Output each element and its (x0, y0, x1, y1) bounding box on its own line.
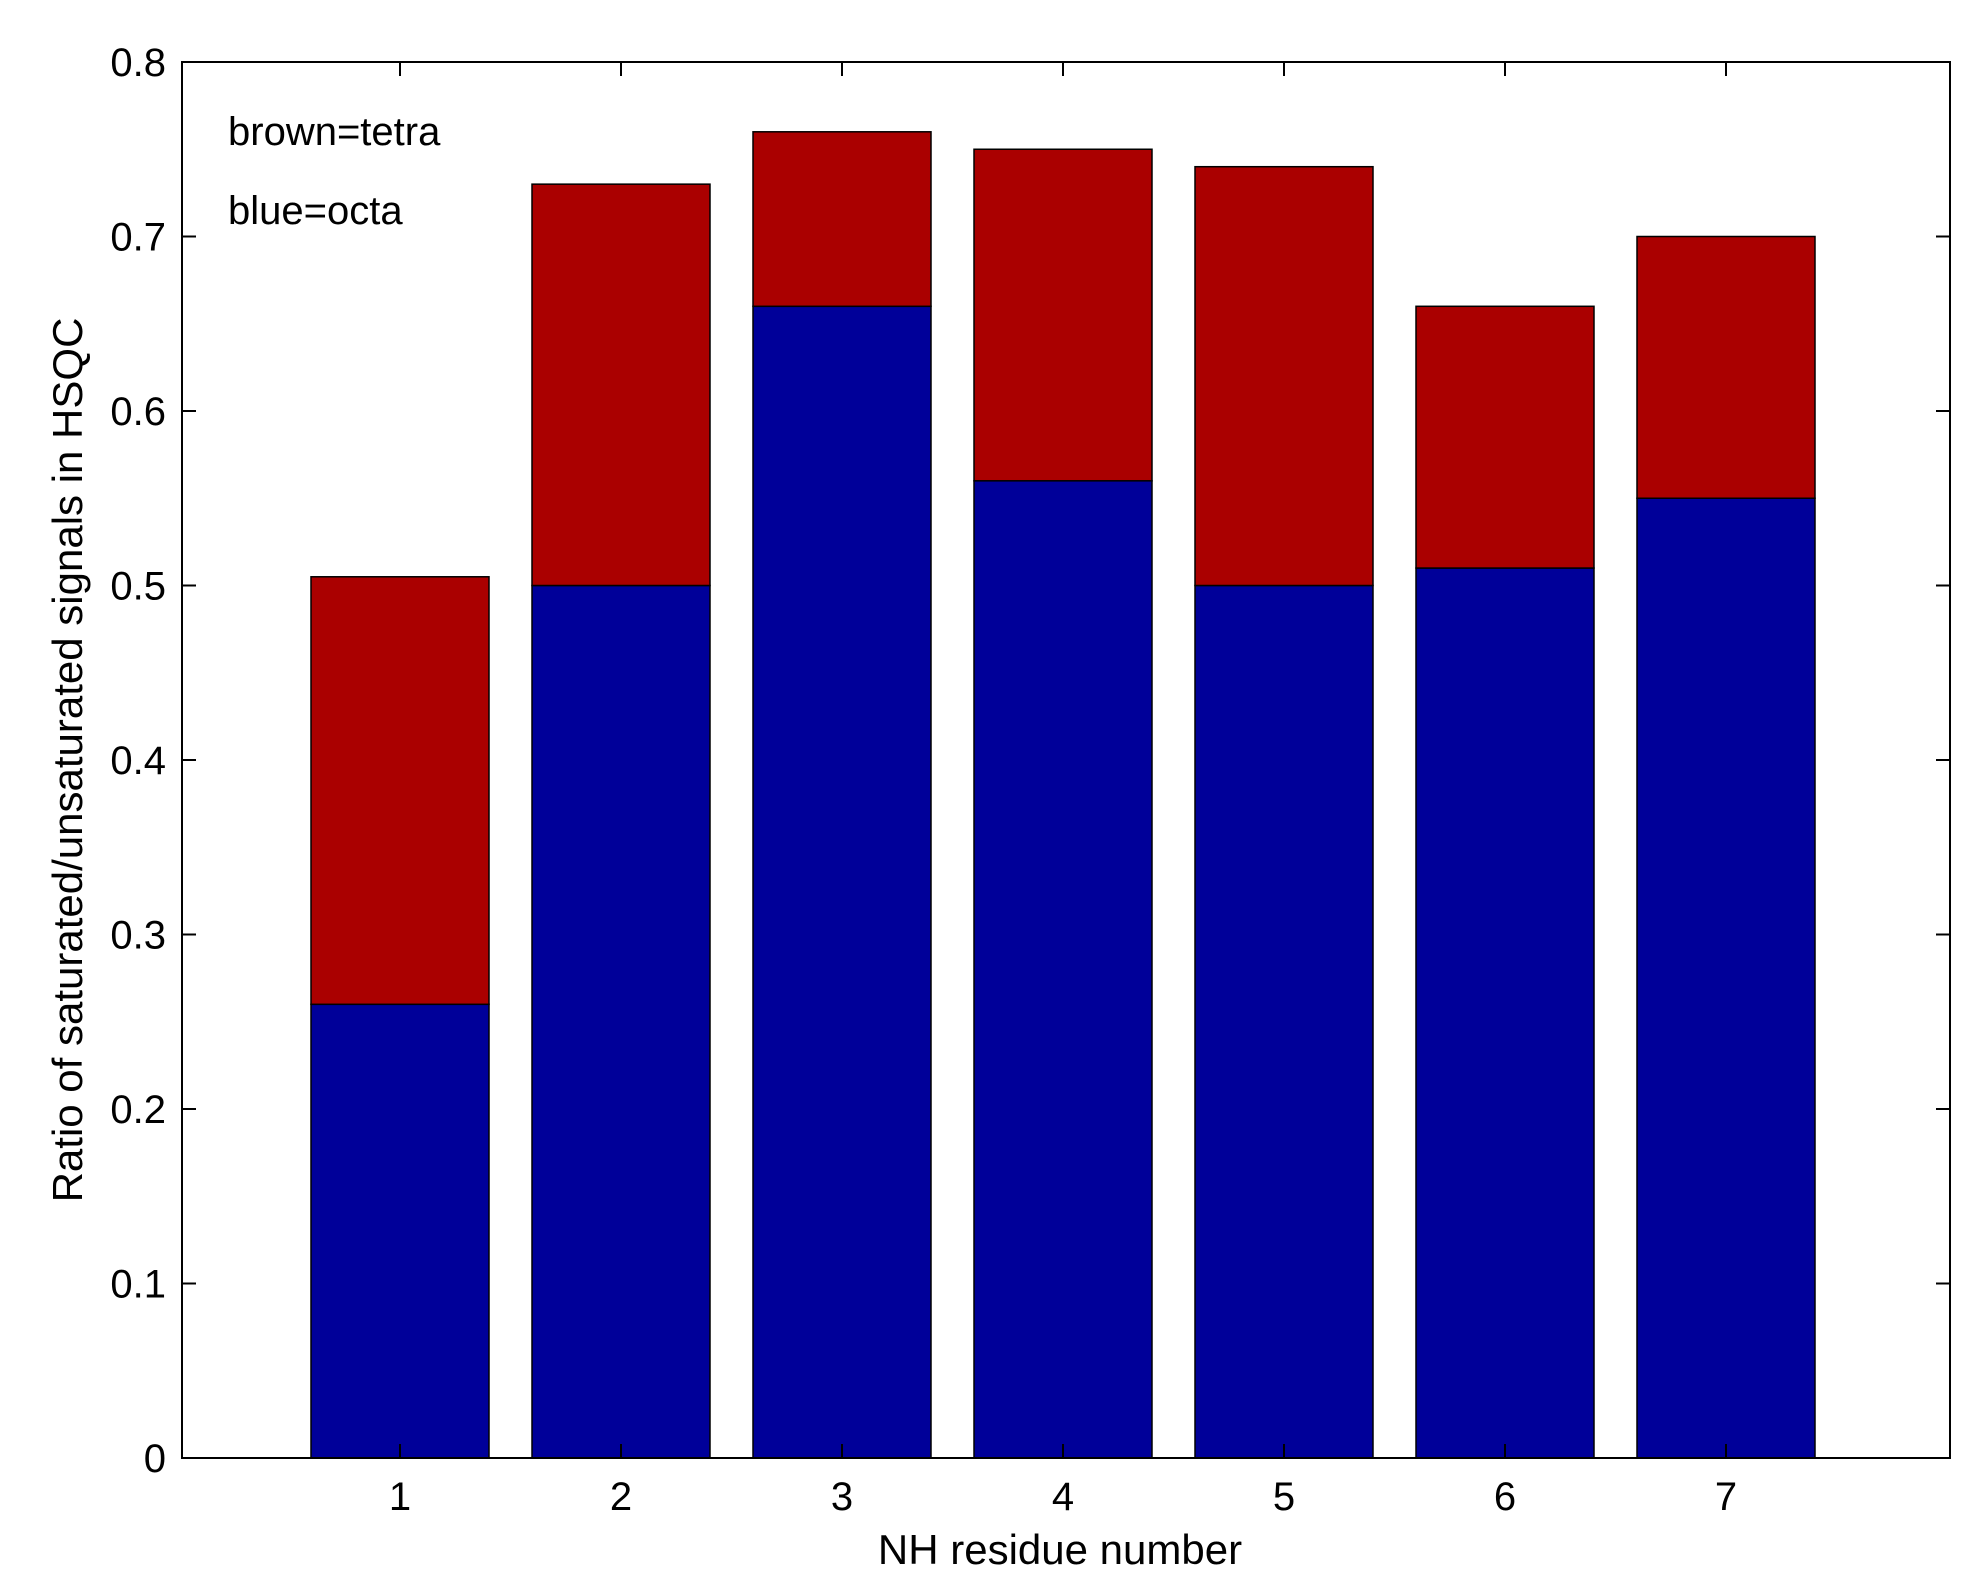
y-tick-label: 0.8 (110, 41, 166, 85)
ticks-layer: 0 0.1 0.2 0.3 0.4 0.5 0.6 0.7 0.8 1 2 3 4 5 6 7 (110, 41, 1950, 1519)
bar-4-segment-blue (973, 480, 1153, 1459)
bar-1-segment-red (310, 576, 490, 1006)
bar-5-segment-red (1194, 165, 1374, 587)
x-tick-label: 3 (831, 1475, 853, 1519)
bar-4-segment-red (973, 148, 1153, 482)
y-tick-label: 0.2 (110, 1088, 166, 1132)
x-axis-label: NH residue number (878, 1526, 1242, 1573)
y-tick-label: 0.7 (110, 216, 166, 260)
y-axis-label: Ratio of saturated/unsaturated signals i… (44, 318, 91, 1203)
bars-layer (310, 131, 1816, 1459)
y-tick-label: 0.4 (110, 739, 166, 783)
plot-frame (181, 61, 1951, 1459)
bar-3-segment-red (752, 131, 932, 308)
bar-7-segment-red (1636, 235, 1816, 499)
y-tick-label: 0.3 (110, 914, 166, 958)
bar-2-segment-blue (531, 584, 711, 1459)
x-tick-label: 1 (389, 1475, 411, 1519)
bar-6-segment-red (1415, 305, 1595, 569)
y-tick-label: 0.5 (110, 565, 166, 609)
bar-7-segment-blue (1636, 497, 1816, 1459)
x-tick-label: 5 (1273, 1475, 1295, 1519)
annotation-octa: blue=octa (228, 189, 403, 233)
x-tick-label: 6 (1494, 1475, 1516, 1519)
bar-3-segment-blue (752, 305, 932, 1459)
x-tick-label: 4 (1052, 1475, 1074, 1519)
bar-5-segment-blue (1194, 584, 1374, 1459)
bar-6-segment-blue (1415, 567, 1595, 1459)
x-tick-label: 7 (1715, 1475, 1737, 1519)
bar-2-segment-red (531, 183, 711, 587)
y-tick-label: 0.6 (110, 390, 166, 434)
x-tick-label: 2 (610, 1475, 632, 1519)
bar-1-segment-blue (310, 1003, 490, 1459)
annotation-tetra: brown=tetra (228, 110, 441, 154)
y-tick-label: 0.1 (110, 1263, 166, 1307)
y-tick-label: 0 (144, 1437, 166, 1481)
